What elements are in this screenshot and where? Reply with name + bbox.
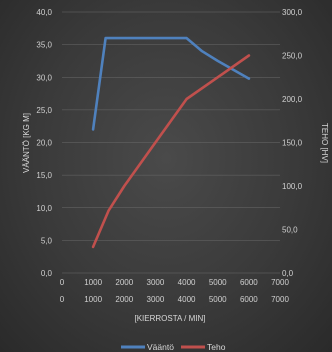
y-tick-label: 25,0 bbox=[36, 106, 52, 115]
x-tick-label-upper: 0 bbox=[60, 278, 65, 287]
y-tick-label: 35,0 bbox=[36, 41, 52, 50]
y-axis-title: VÄÄNTÖ [KG M] bbox=[22, 113, 31, 173]
x-axis-ticks: 0 1000 2000 3000 4000 5000 6000 7000 bbox=[60, 295, 290, 304]
y2-tick-label: 300,0 bbox=[282, 8, 303, 17]
y-tick-label: 30,0 bbox=[36, 73, 52, 82]
y2-tick-label: 0,0 bbox=[282, 269, 294, 278]
y2-tick-label: 50,0 bbox=[282, 226, 298, 235]
x-tick-label-upper: 4000 bbox=[178, 278, 196, 287]
x-tick-label-upper: 6000 bbox=[240, 278, 258, 287]
x-tick-label-upper: 2000 bbox=[115, 278, 133, 287]
y-tick-label: 10,0 bbox=[36, 204, 52, 213]
y-tick-label: 20,0 bbox=[36, 139, 52, 148]
x-tick-label: 6000 bbox=[240, 295, 258, 304]
y2-tick-label: 250,0 bbox=[282, 52, 303, 61]
grid-lines bbox=[62, 11, 280, 274]
y-tick-label: 40,0 bbox=[36, 8, 52, 17]
x-tick-label: 7000 bbox=[271, 295, 289, 304]
y2-axis-title: TEHO [HV] bbox=[320, 123, 329, 163]
x-tick-label: 0 bbox=[60, 295, 65, 304]
x-tick-label: 1000 bbox=[84, 295, 102, 304]
x-axis-ticks-upper: 0 1000 2000 3000 4000 5000 6000 7000 bbox=[60, 278, 290, 287]
y-tick-label: 15,0 bbox=[36, 171, 52, 180]
x-tick-label-upper: 3000 bbox=[147, 278, 165, 287]
y2-tick-label: 100,0 bbox=[282, 182, 303, 191]
y2-axis-ticks: 0,0 50,0 100,0 150,0 200,0 250,0 300,0 bbox=[282, 8, 303, 278]
y-tick-label: 5,0 bbox=[41, 236, 53, 245]
x-axis-title: [KIERROSTA / MIN] bbox=[135, 314, 206, 323]
legend: Vääntö Teho bbox=[121, 342, 226, 352]
y-axis-ticks: 0,0 5,0 10,0 15,0 20,0 25,0 30,0 35,0 40,0 bbox=[36, 8, 52, 278]
x-tick-label-upper: 7000 bbox=[271, 278, 289, 287]
series-line-vaanto bbox=[91, 36, 251, 131]
y2-tick-label: 200,0 bbox=[282, 95, 303, 104]
x-tick-label-upper: 5000 bbox=[209, 278, 227, 287]
y2-tick-label: 150,0 bbox=[282, 139, 303, 148]
legend-label-teho: Teho bbox=[207, 342, 226, 352]
x-tick-label: 3000 bbox=[147, 295, 165, 304]
x-tick-label: 5000 bbox=[209, 295, 227, 304]
legend-label-vaanto: Vääntö bbox=[147, 342, 174, 352]
series-line-teho bbox=[91, 54, 251, 249]
x-tick-label: 2000 bbox=[115, 295, 133, 304]
series-lines bbox=[91, 36, 251, 249]
x-tick-label: 4000 bbox=[178, 295, 196, 304]
y-tick-label: 0,0 bbox=[41, 269, 53, 278]
x-tick-label-upper: 1000 bbox=[84, 278, 102, 287]
